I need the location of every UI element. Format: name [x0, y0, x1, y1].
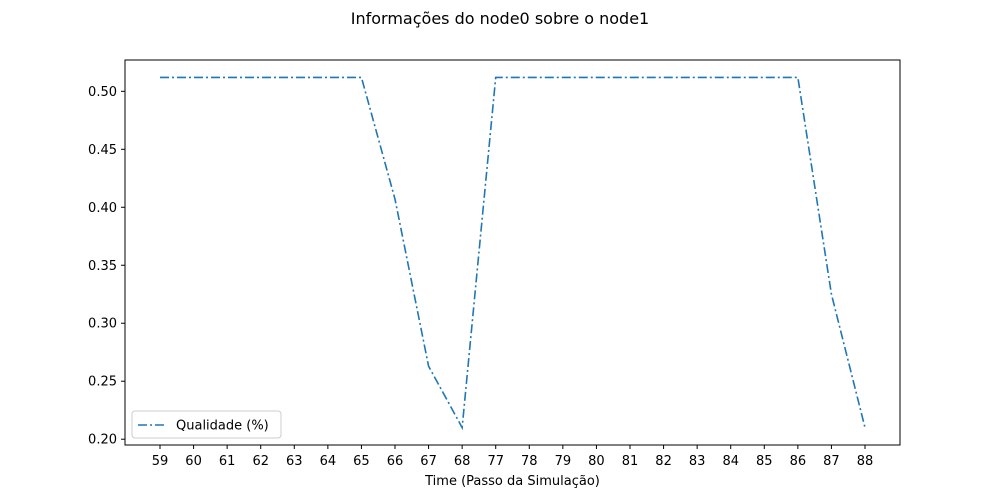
plot-area — [160, 76, 866, 431]
series-line-0 — [160, 76, 866, 431]
y-tick-label: 0.30 — [88, 317, 117, 332]
x-tick-label: 61 — [219, 454, 236, 469]
x-tick-label: 83 — [689, 454, 706, 469]
y-tick-label: 0.25 — [88, 375, 117, 390]
x-tick-label: 63 — [286, 454, 303, 469]
y-tick-label: 0.45 — [88, 143, 117, 158]
legend-label: Qualidade (%) — [176, 419, 269, 434]
x-axis: 59 60 61 62 63 64 65 66 67 68 77 78 79 80 81 82 83 84 85 86… — [152, 445, 874, 469]
x-tick-label: 64 — [320, 454, 337, 469]
chart-title: Informações do node0 sobre o node1 — [351, 9, 649, 28]
x-tick-label: 65 — [353, 454, 370, 469]
x-tick-label: 88 — [857, 454, 874, 469]
x-tick-label: 67 — [420, 454, 437, 469]
y-tick-label: 0.40 — [88, 201, 117, 216]
x-tick-label: 79 — [555, 454, 572, 469]
y-tick-label: 0.50 — [88, 85, 117, 100]
y-tick-label: 0.20 — [88, 433, 117, 448]
legend-box — [131, 410, 282, 439]
x-tick-label: 60 — [185, 454, 202, 469]
x-tick-label: 86 — [790, 454, 807, 469]
x-tick-label: 81 — [622, 454, 639, 469]
x-tick-label: 62 — [252, 454, 269, 469]
x-tick-label: 82 — [655, 454, 672, 469]
x-tick-label: 87 — [823, 454, 840, 469]
x-tick-label: 78 — [521, 454, 538, 469]
x-tick-label: 84 — [722, 454, 739, 469]
x-tick-label: 80 — [588, 454, 605, 469]
x-tick-label: 59 — [152, 454, 169, 469]
x-tick-label: 66 — [387, 454, 404, 469]
x-tick-label: 77 — [487, 454, 504, 469]
x-tick-label: 85 — [756, 454, 773, 469]
y-tick-label: 0.35 — [88, 259, 117, 274]
y-axis: 0.20 0.25 0.30 0.35 0.40 0.45 0.50 — [88, 85, 125, 448]
legend: Qualidade (%) — [131, 410, 282, 439]
plot-frame — [124, 59, 901, 446]
x-axis-label: Time (Passo da Simulação) — [424, 474, 600, 489]
x-tick-label: 68 — [454, 454, 471, 469]
